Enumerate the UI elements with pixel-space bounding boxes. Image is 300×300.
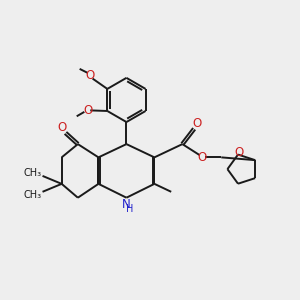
Text: N: N [122,198,131,211]
Text: O: O [198,151,207,164]
Text: CH₃: CH₃ [23,168,41,178]
Text: O: O [193,117,202,130]
Text: CH₃: CH₃ [23,190,41,200]
Text: O: O [83,104,92,117]
Text: H: H [126,204,134,214]
Text: O: O [85,69,94,82]
Text: O: O [57,122,66,134]
Text: O: O [234,146,243,159]
